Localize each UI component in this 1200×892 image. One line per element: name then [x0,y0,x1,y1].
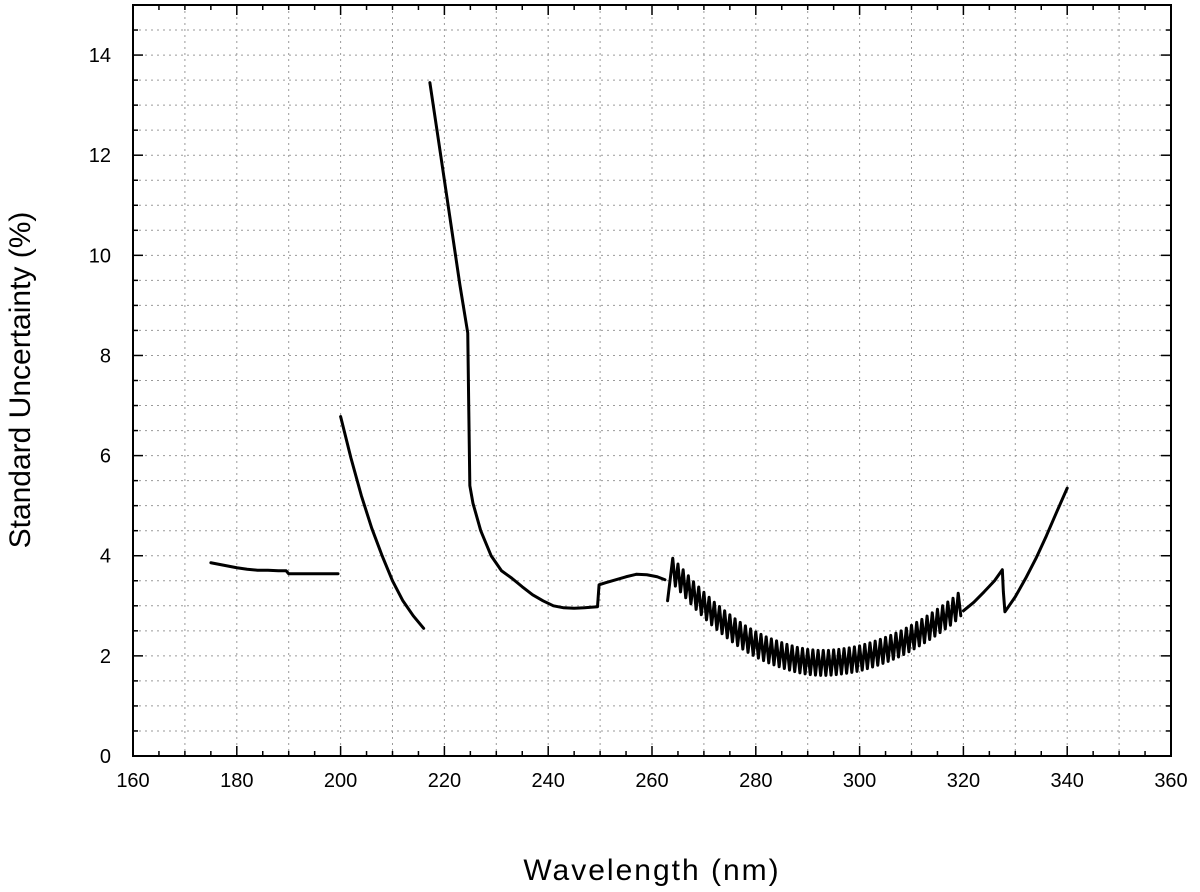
y-axis-title: Standard Uncertainty (%) [4,212,37,549]
series-line-segment [209,561,340,576]
y-tick-label: 8 [100,345,111,367]
plot-frame [132,4,1172,757]
series-line-segment [666,556,963,677]
x-tick-label: 340 [1051,770,1084,792]
y-tick-label: 4 [100,546,111,568]
x-tick-label: 160 [116,770,149,792]
x-tick-labels: 160 180 200 220 240 260 280 300 320 340 360 [116,770,1187,792]
x-tick-label: 200 [324,770,357,792]
y-tick-label: 2 [100,646,111,668]
x-tick-label: 300 [843,770,876,792]
y-tick-labels: 0 2 4 6 8 10 12 14 [89,45,111,768]
y-tick-label: 10 [89,245,111,267]
x-tick-label: 240 [532,770,565,792]
x-tick-label: 360 [1154,770,1187,792]
x-tick-label: 260 [635,770,668,792]
y-tick-label: 14 [89,45,111,67]
y-tick-label: 0 [100,746,111,768]
x-axis-title: Wavelength (nm) [523,854,780,887]
x-tick-label: 180 [220,770,253,792]
series-line-segment [339,415,426,630]
x-tick-label: 220 [428,770,461,792]
series-line-segment [961,486,1069,614]
grid [133,5,1171,756]
y-tick-label: 6 [100,446,111,468]
x-tick-label: 280 [739,770,772,792]
data-series [209,81,1069,677]
y-tick-label: 12 [89,145,111,167]
x-tick-label: 320 [947,770,980,792]
series-line-segment [428,81,667,610]
